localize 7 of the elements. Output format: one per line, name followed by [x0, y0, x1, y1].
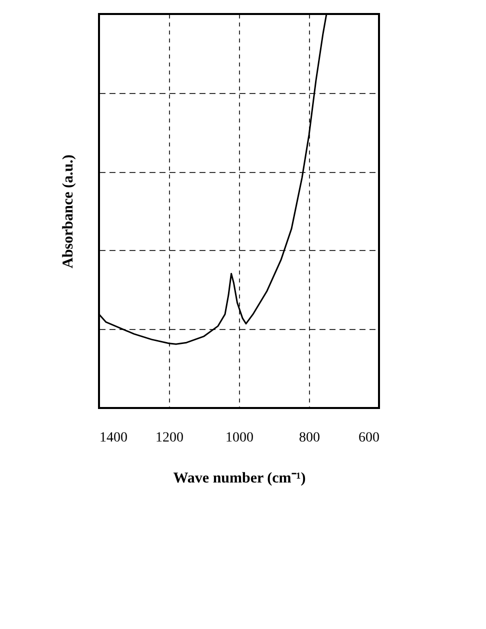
x-axis-title: Wave number (cm⁻¹) — [173, 470, 306, 486]
x-tick-label: 1400 — [100, 430, 128, 446]
x-tick-label: 800 — [299, 430, 320, 446]
y-axis-title: Absorbance (a.u.) — [60, 154, 76, 268]
x-tick-label: 1000 — [226, 430, 254, 446]
x-tick-label: 600 — [358, 430, 380, 446]
x-tick-label: 1200 — [156, 430, 184, 446]
